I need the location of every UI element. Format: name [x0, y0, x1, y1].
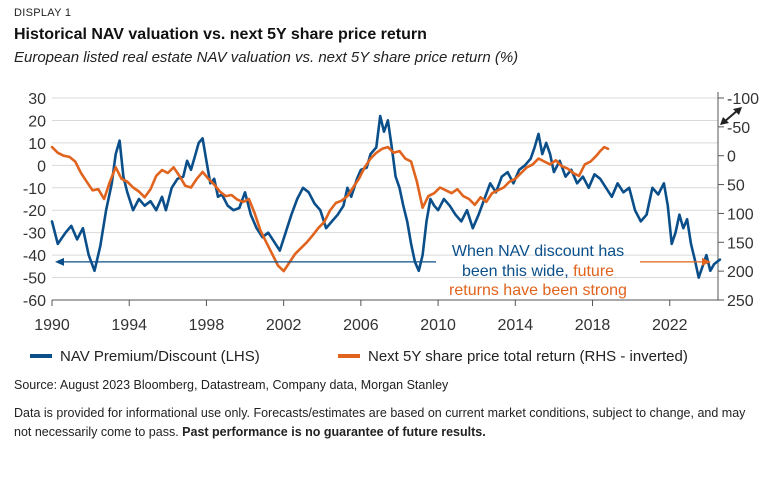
- x-tick-label: 2010: [420, 317, 456, 334]
- series-line-nav: [50, 114, 722, 279]
- series-lines: [50, 114, 722, 279]
- x-tick-label: 1994: [111, 317, 147, 334]
- annotation-line-3: returns have been strong: [449, 282, 627, 299]
- left-tick-label: -30: [23, 226, 46, 243]
- source-note: Source: August 2023 Bloomberg, Datastrea…: [14, 378, 449, 392]
- x-tick-label: 2002: [266, 317, 302, 334]
- right-tick-label: 200: [727, 264, 754, 281]
- annotation-line-1: When NAV discount has: [452, 243, 624, 260]
- chart-subtitle: European listed real estate NAV valuatio…: [14, 49, 519, 66]
- disclaimer: Data is provided for informational use o…: [14, 404, 764, 442]
- display-label: DISPLAY 1: [14, 7, 72, 19]
- x-tick-label: 1990: [34, 317, 70, 334]
- legend-item-return: Next 5Y share price total return (RHS - …: [338, 348, 688, 365]
- arrowhead-left-icon: [55, 257, 64, 266]
- right-axis: -100 -50 0 50 100 150 200 250: [717, 91, 759, 310]
- left-tick-label: 0: [37, 158, 46, 175]
- x-tick-label: 1998: [189, 317, 225, 334]
- disclaimer-bold: Past performance is no guarantee of futu…: [182, 425, 486, 439]
- right-tick-label: 0: [727, 149, 736, 166]
- left-tick-label: -40: [23, 248, 46, 265]
- x-tick-label: 2006: [343, 317, 379, 334]
- legend-label-return: Next 5Y share price total return (RHS - …: [368, 348, 688, 365]
- arrowhead-right-icon: [702, 257, 711, 266]
- left-tick-label: 10: [28, 136, 46, 153]
- right-tick-label: 50: [727, 178, 745, 195]
- annotation-line-2-orange: future: [573, 263, 614, 280]
- x-tick-label: 2014: [498, 317, 534, 334]
- legend-label-nav: NAV Premium/Discount (LHS): [60, 348, 260, 365]
- left-tick-label: -50: [23, 271, 46, 288]
- right-tick-label: -50: [727, 120, 750, 137]
- annotation-line-2-blue: been this wide,: [462, 263, 573, 280]
- annotation-line-2: been this wide, future: [462, 263, 614, 280]
- inverted-arrow-head-bottom: [720, 117, 729, 125]
- left-axis: 30 20 10 0 -10 -20 -30 -40 -50 -60: [23, 91, 46, 310]
- disclaimer-text: Data is provided for informational use o…: [14, 406, 746, 439]
- right-tick-label: 250: [727, 293, 754, 310]
- legend-swatch-return: [338, 354, 360, 359]
- x-tick-label: 2022: [652, 317, 688, 334]
- annotation-group: When NAV discount has been this wide, fut…: [55, 243, 711, 299]
- left-tick-label: -60: [23, 293, 46, 310]
- chart-title: Historical NAV valuation vs. next 5Y sha…: [14, 26, 427, 43]
- x-axis: 1990 1994 1998 2002 2006 2010 2014 2018 2022: [34, 299, 718, 334]
- left-tick-label: -10: [23, 181, 46, 198]
- x-tick-label: 2018: [575, 317, 611, 334]
- inverted-arrow-shaft: [723, 109, 739, 123]
- left-tick-label: 20: [28, 113, 46, 130]
- legend-item-nav: NAV Premium/Discount (LHS): [30, 348, 260, 365]
- right-tick-label: 100: [727, 206, 754, 223]
- inverted-arrow-head-top: [733, 107, 742, 115]
- series-line-return: [50, 145, 610, 273]
- left-tick-label: -20: [23, 203, 46, 220]
- right-tick-label: 150: [727, 235, 754, 252]
- legend-swatch-nav: [30, 354, 52, 359]
- right-tick-label: -100: [727, 91, 759, 108]
- inverted-axis-arrow-icon: [720, 107, 742, 125]
- left-tick-label: 30: [28, 91, 46, 108]
